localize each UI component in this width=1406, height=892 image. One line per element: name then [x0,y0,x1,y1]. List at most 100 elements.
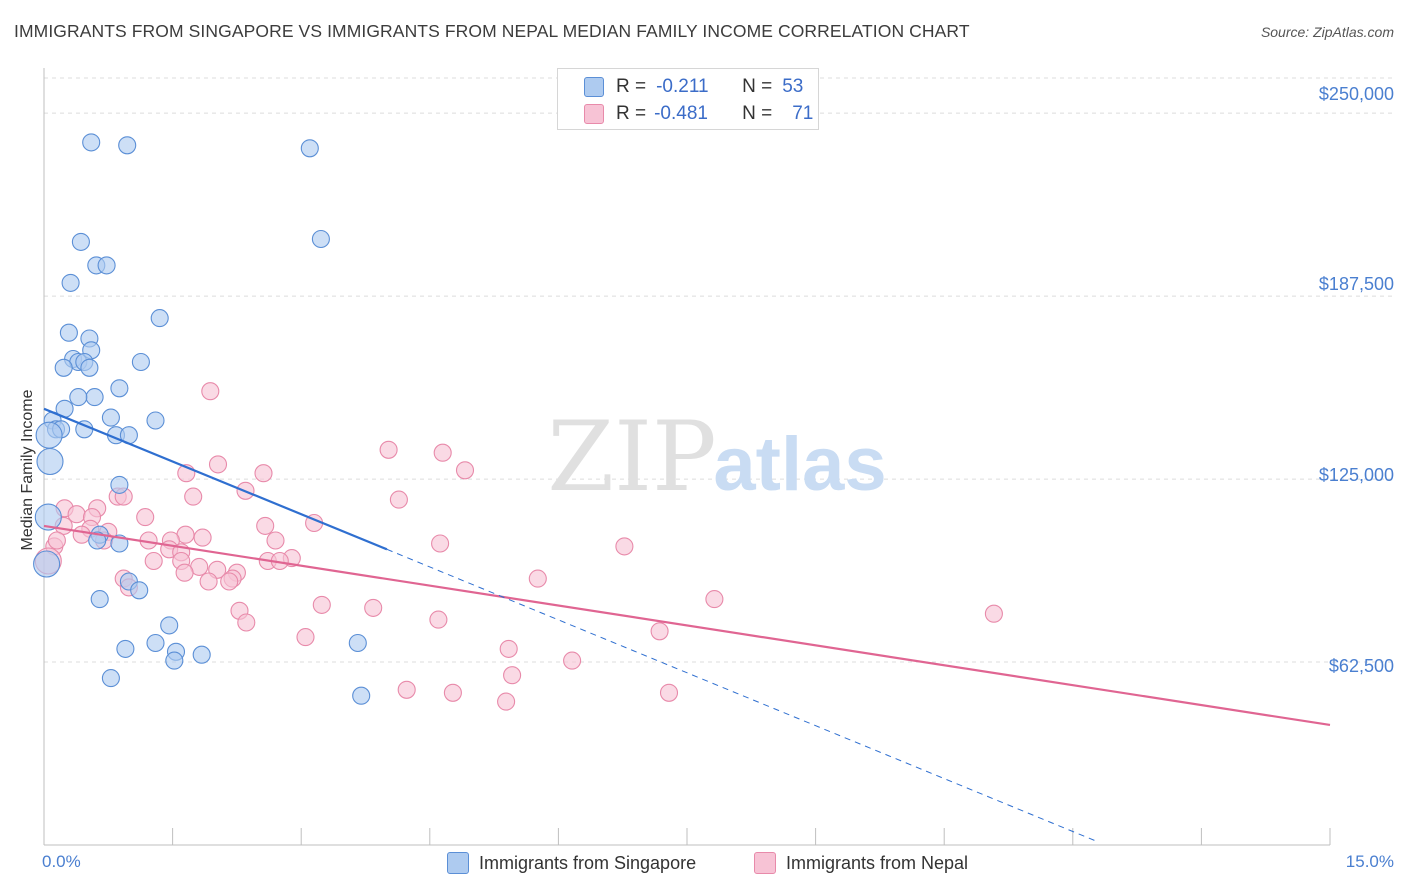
nepal-point [184,487,203,506]
nepal-point [528,569,547,588]
singapore-point [33,550,61,578]
correlation-legend: R = -0.211 N = 53 R = -0.481 N = 71 [557,68,819,130]
legend-n-value: 71 [792,103,814,124]
nepal-point [433,443,452,462]
singapore-point [150,309,169,328]
nepal-point [254,464,273,483]
legend-n-label: N = [742,76,773,97]
bottom-legend-label-singapore: Immigrants from Singapore [479,852,697,873]
singapore-point [130,581,149,600]
nepal-point [659,683,679,702]
nepal-point [136,508,155,527]
singapore-point [101,408,120,427]
nepal-point [201,382,220,401]
nepal-points [34,382,1003,711]
legend-r-value: -0.481 [654,103,708,124]
singapore-point [110,379,129,398]
chart-title: IMMIGRANTS FROM SINGAPORE VS IMMIGRANTS … [14,21,970,41]
singapore-point [85,388,104,407]
singapore-point [311,229,330,249]
nepal-point [455,461,475,480]
singapore-trendline-extension [386,548,1099,843]
singapore-point [34,503,62,531]
y-axis-label: Median Family Income [19,389,36,551]
nepal-point [208,455,228,474]
singapore-point [54,358,73,377]
nepal-point [193,528,212,547]
nepal-point [397,680,416,699]
nepal-point [237,613,256,632]
nepal-point [443,683,462,702]
y-tick-187500: $187,500 [1318,274,1394,294]
singapore-point [82,133,101,152]
singapore-point [110,475,129,494]
singapore-point [131,352,150,372]
singapore-point [97,256,116,275]
y-tick-62500: $62,500 [1328,656,1394,676]
legend-row-nepal: R = -0.481 N = 71 [616,102,813,126]
legend-r-label: R = [616,103,647,124]
nepal-point [563,651,582,670]
singapore-trendline [43,407,388,551]
legend-swatch-nepal [584,104,604,124]
singapore-point [71,232,90,251]
nepal-trendline [43,524,1331,727]
nepal-point [389,490,408,509]
nepal-point [364,598,383,617]
singapore-point [88,531,107,550]
legend-n-value: 53 [782,76,804,97]
singapore-points [33,133,371,705]
watermark-zip: ZIP [547,401,716,513]
singapore-point [165,651,184,670]
bottom-legend-swatch-singapore [447,852,469,874]
bottom-legend-nepal: Immigrants from Nepal [754,852,968,874]
singapore-point [61,273,80,292]
nepal-point [47,531,66,550]
nepal-point [431,534,450,553]
singapore-point [80,358,99,377]
bottom-legend-label-nepal: Immigrants from Nepal [786,852,969,873]
bottom-legend-swatch-nepal [754,852,776,874]
trendlines [43,407,1331,843]
nepal-point [615,537,634,556]
nepal-point [220,572,239,591]
nepal-point [499,639,518,658]
x-tick-min: 0.0% [42,852,81,871]
singapore-point [90,590,109,609]
singapore-point [118,136,137,155]
y-tick-250000: $250,000 [1318,84,1394,104]
nepal-point [266,531,285,550]
nepal-point [429,610,448,629]
legend-swatch-singapore [584,77,604,97]
singapore-point [146,411,165,430]
nepal-point [199,572,218,591]
nepal-point [497,692,516,711]
nepal-point [379,440,398,459]
legend-row-singapore: R = -0.211 N = 53 [616,75,803,99]
singapore-point [352,686,371,705]
singapore-point [69,388,88,407]
bottom-legend-singapore: Immigrants from Singapore [447,852,696,874]
watermark-atlas: atlas [713,422,886,507]
singapore-point [116,639,135,658]
singapore-point [101,669,120,688]
singapore-point [160,616,179,635]
watermark: ZIP atlas [547,401,886,513]
nepal-point [312,595,331,614]
singapore-point [192,645,211,664]
gridlines [44,77,1392,663]
legend-n-label: N = [742,103,773,124]
nepal-point [503,666,522,685]
nepal-point [296,628,315,647]
singapore-point [146,633,165,653]
nepal-point [144,551,163,571]
singapore-point [36,447,64,476]
nepal-point [984,604,1003,623]
nepal-point [72,525,91,544]
source-label: Source: ZipAtlas.com [1260,24,1394,40]
nepal-point [705,590,724,609]
nepal-point [256,516,275,535]
nepal-point [650,622,669,641]
legend-r-label: R = [616,76,647,97]
